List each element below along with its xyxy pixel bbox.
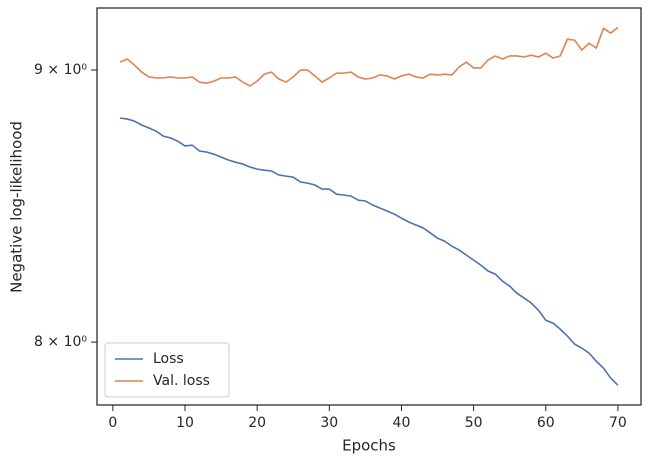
x-tick-label: 0 bbox=[108, 415, 117, 431]
x-tick-label: 50 bbox=[465, 415, 483, 431]
y-axis-label: Negative log-likelihood bbox=[8, 121, 26, 293]
series-line bbox=[119, 117, 619, 386]
legend-label: Loss bbox=[153, 351, 184, 367]
x-tick-label: 70 bbox=[609, 415, 627, 431]
x-tick-label: 10 bbox=[176, 415, 194, 431]
legend-label: Val. loss bbox=[153, 373, 210, 389]
x-tick-label: 20 bbox=[248, 415, 266, 431]
y-tick-label: 8 × 10⁰ bbox=[34, 334, 87, 350]
y-tick-label: 9 × 10⁰ bbox=[34, 62, 87, 78]
plot-frame bbox=[96, 7, 642, 406]
legend-box bbox=[104, 342, 230, 398]
x-axis-label: Epochs bbox=[342, 437, 396, 455]
x-tick-label: 60 bbox=[537, 415, 555, 431]
x-tick-label: 30 bbox=[320, 415, 338, 431]
series-line bbox=[119, 26, 619, 87]
x-tick-label: 40 bbox=[393, 415, 411, 431]
